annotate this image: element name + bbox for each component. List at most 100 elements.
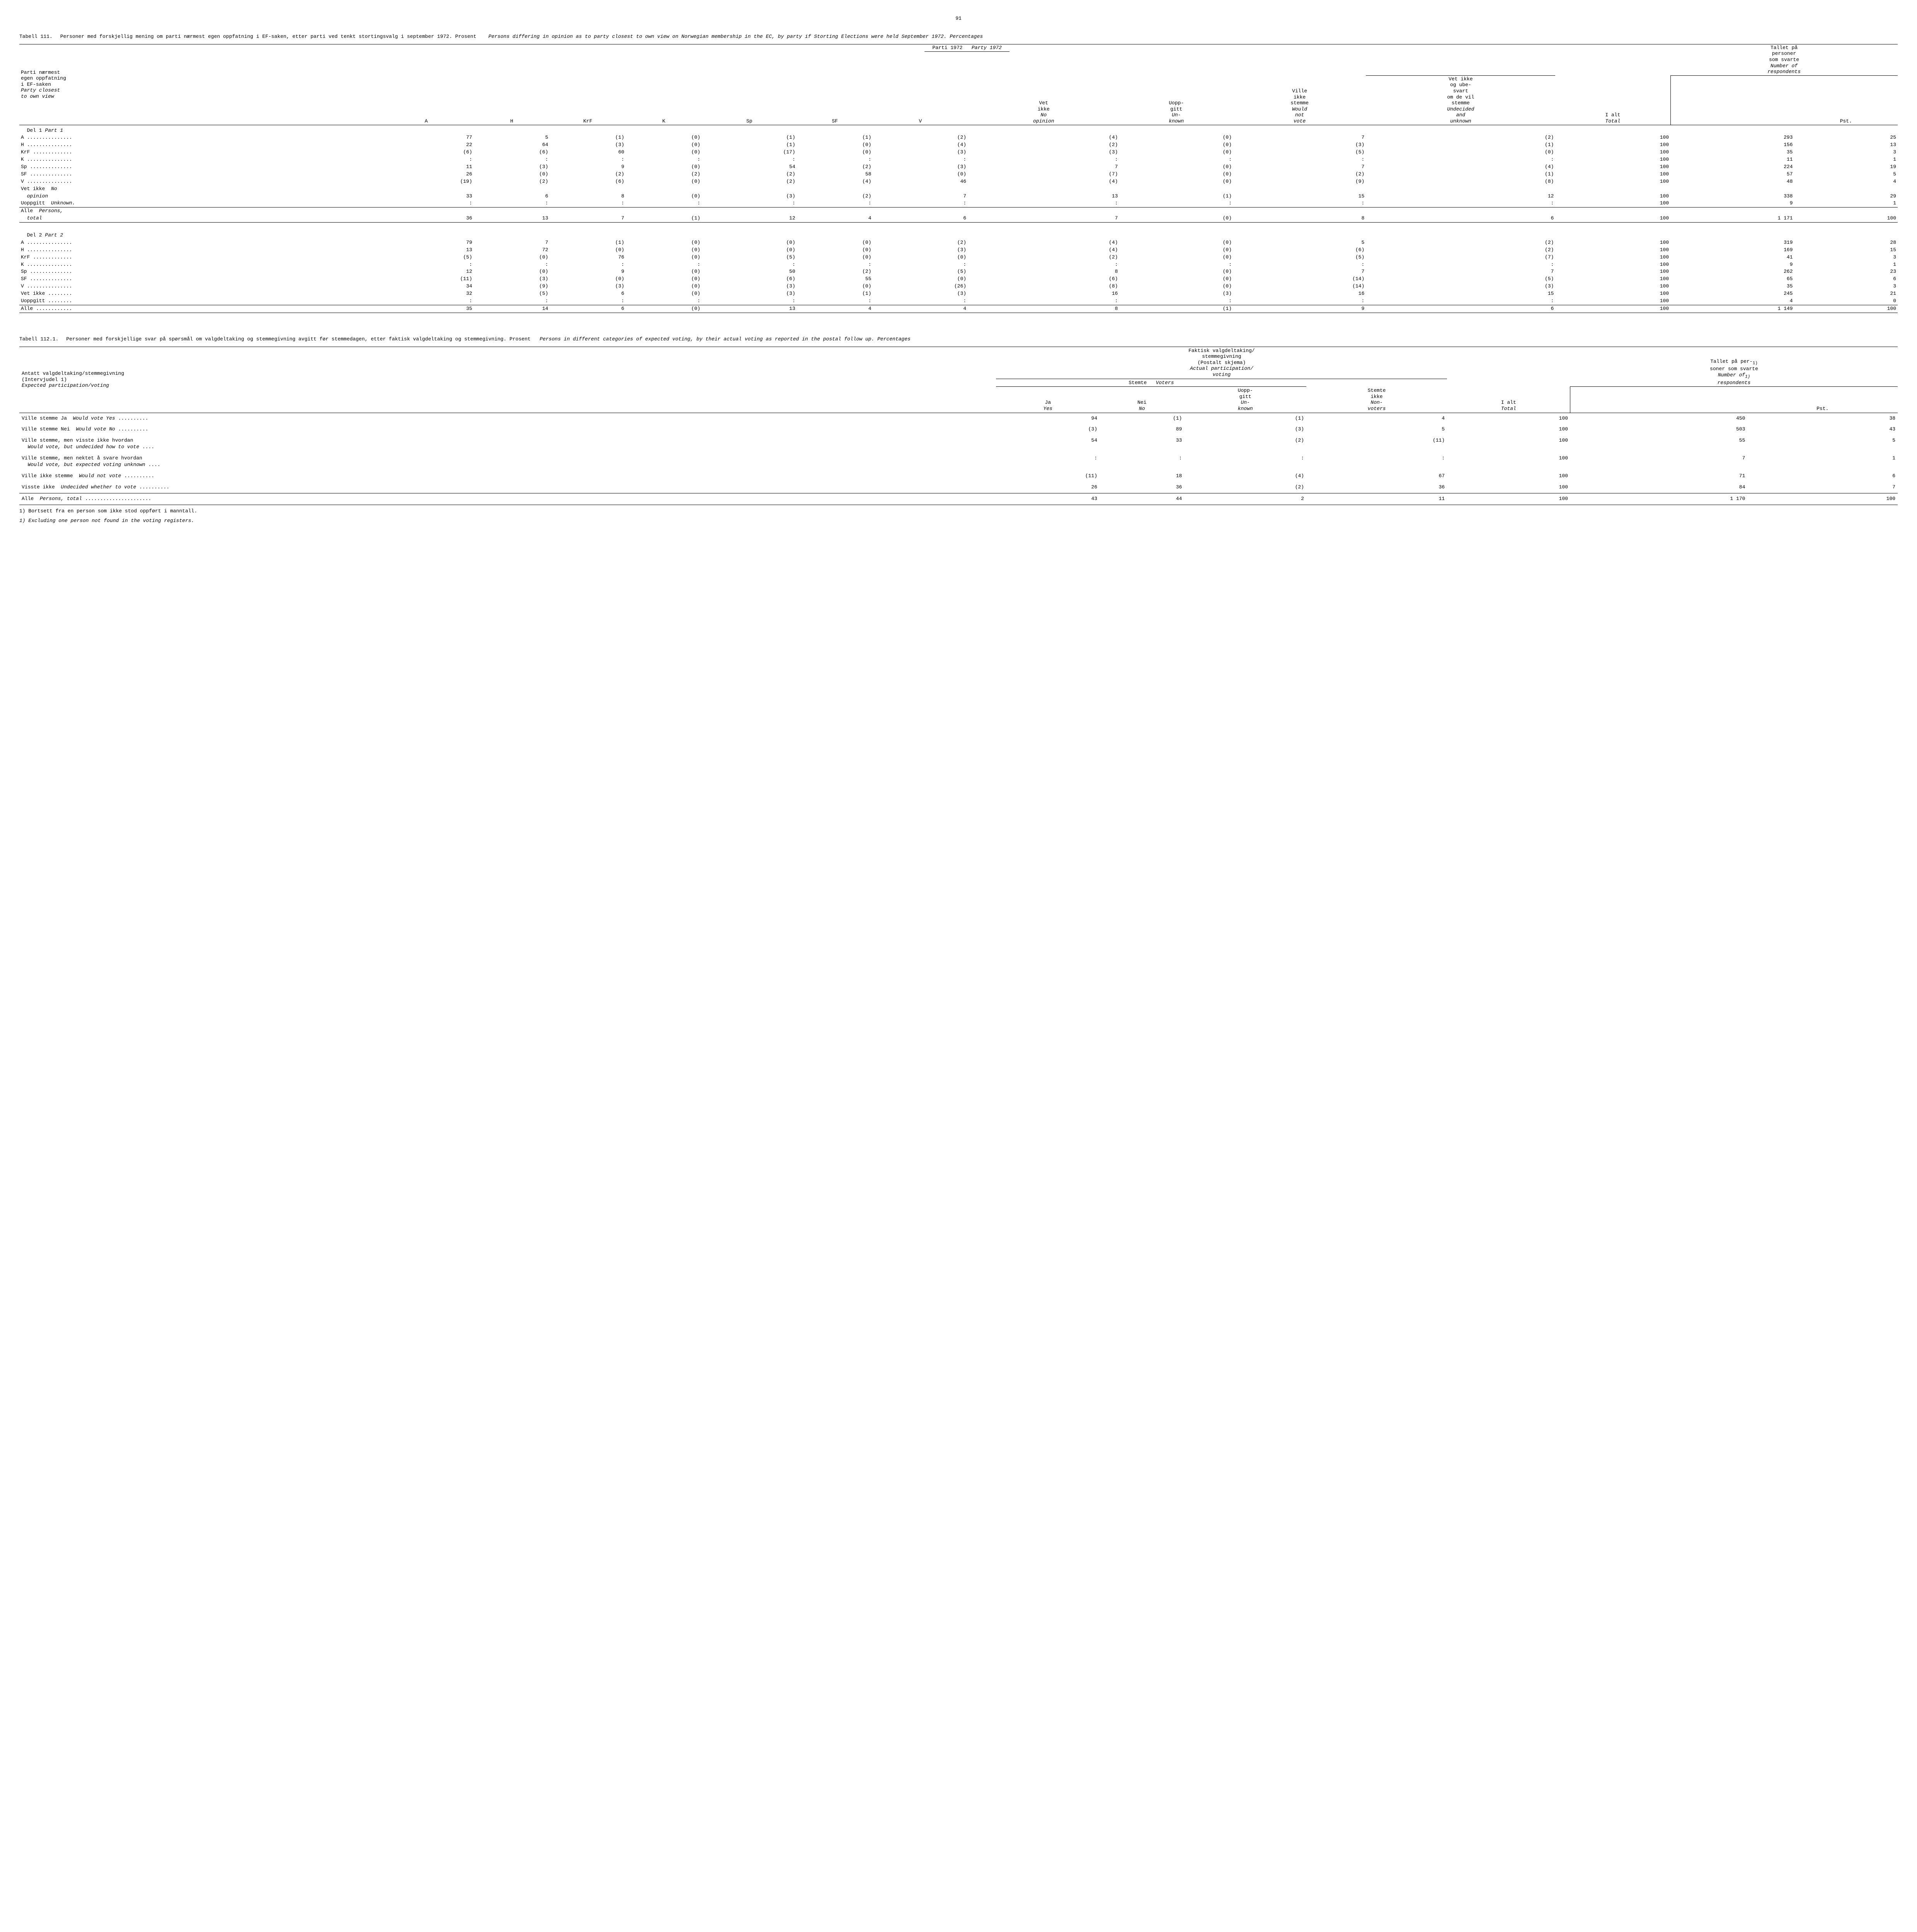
table-cell: (14): [1233, 276, 1366, 283]
table-cell: 3: [1794, 283, 1898, 290]
table-cell: 450: [1570, 413, 1747, 424]
table-cell: (9): [1233, 178, 1366, 185]
uopp-en-2: known: [1121, 118, 1232, 124]
table-cell: 100: [1555, 261, 1670, 269]
table-cell: (3): [1184, 424, 1306, 435]
ialt112-en: Total: [1449, 406, 1568, 412]
table-cell: :: [873, 200, 968, 207]
table-cell: 7: [1233, 134, 1366, 141]
si-en-1: Non-: [1309, 400, 1445, 406]
ville-1: Ville: [1235, 88, 1364, 94]
table-cell: 7: [873, 193, 968, 200]
table-cell: (0): [626, 149, 702, 156]
table-cell: 100: [1555, 171, 1670, 178]
table-cell: 29: [1794, 193, 1898, 200]
table-cell: (11): [996, 471, 1100, 482]
table-cell: :: [550, 156, 626, 163]
table-cell: 58: [797, 171, 873, 178]
table-cell: 13: [379, 247, 474, 254]
table-cell: 100: [1555, 283, 1670, 290]
table-cell: 26: [379, 171, 474, 178]
table-cell: 100: [1447, 453, 1570, 471]
table-cell: (3): [550, 283, 626, 290]
table-cell: 55: [797, 276, 873, 283]
table-cell: :: [968, 156, 1119, 163]
table-cell: (0): [797, 283, 873, 290]
table-cell: 100: [1555, 149, 1670, 156]
table-row-label: Sp ..............: [19, 268, 379, 276]
table-row-label: V ...............: [19, 178, 379, 185]
table-cell: 79: [379, 239, 474, 247]
table-cell: (19): [379, 178, 474, 185]
table-cell: 33: [1100, 435, 1184, 453]
table-cell: (1): [626, 215, 702, 222]
col-sp: Sp: [702, 75, 797, 125]
table-cell: (9): [474, 283, 550, 290]
table-cell: :: [474, 156, 550, 163]
table-cell: 100: [1555, 276, 1670, 283]
table-cell: 6: [550, 305, 626, 313]
table-cell: :: [626, 298, 702, 305]
table-cell: :: [550, 298, 626, 305]
table-row-label: Alle ............: [19, 305, 379, 313]
tallet112-1: Tallet på per-: [1710, 359, 1752, 364]
table-cell: 262: [1670, 268, 1794, 276]
table-cell: 8: [550, 193, 626, 200]
table-cell: 9: [1670, 261, 1794, 269]
table-cell: (0): [626, 247, 702, 254]
table-row-label: Ville stemme Nei Would vote No .........…: [19, 424, 996, 435]
table-cell: (1): [550, 239, 626, 247]
uopp112-en-1: Un-: [1187, 400, 1304, 406]
table-cell: 84: [1570, 482, 1747, 493]
table-cell: 23: [1794, 268, 1898, 276]
table-cell: 338: [1670, 193, 1794, 200]
table-cell: (7): [1366, 254, 1555, 261]
tallet-1: Tallet på: [1672, 45, 1896, 51]
table-cell: 89: [1100, 424, 1184, 435]
table-cell: (6): [968, 276, 1119, 283]
table-cell: 100: [1747, 493, 1898, 505]
table-cell: (0): [626, 276, 702, 283]
table-cell: :: [474, 200, 550, 207]
table-cell: 54: [702, 163, 797, 171]
table-cell: (5): [1233, 149, 1366, 156]
table-cell: 4: [797, 305, 873, 313]
table-cell: (4): [1366, 163, 1555, 171]
table-cell: (0): [474, 254, 550, 261]
undec-3: svart: [1367, 88, 1554, 94]
table-cell: 319: [1670, 239, 1794, 247]
table-cell: 6: [1794, 276, 1898, 283]
table-112-caption: Personer med forskjellige svar på spørsm…: [66, 336, 1898, 343]
table-cell: (8): [1366, 178, 1555, 185]
vetikke-1: Vet: [969, 100, 1118, 106]
table-cell: 100: [1447, 435, 1570, 453]
vetikke-2: ikke: [969, 106, 1118, 112]
table-cell: :: [968, 298, 1119, 305]
table-cell: (0): [626, 193, 702, 200]
table-cell: :: [1233, 261, 1366, 269]
table-cell: (2): [1366, 134, 1555, 141]
table-cell: (0): [626, 283, 702, 290]
table-cell: (1): [1184, 413, 1306, 424]
span112-2: stemmegivning: [998, 354, 1445, 360]
table-cell: :: [626, 156, 702, 163]
stub112-sub: (Intervjudel 1): [22, 377, 994, 383]
table-cell: 26: [996, 482, 1100, 493]
table-cell: (3): [1233, 141, 1366, 149]
ville-3: stemme: [1235, 100, 1364, 106]
table-cell: 100: [1555, 298, 1670, 305]
table-cell: 65: [1670, 276, 1794, 283]
table-cell: 15: [1233, 193, 1366, 200]
undec-en-1: Undecided: [1367, 106, 1554, 112]
table-row-label: Ville stemme Ja Would vote Yes .........…: [19, 413, 996, 424]
table-row-label: Uoppgitt Unknown.: [19, 200, 379, 207]
table-cell: (5): [1233, 254, 1366, 261]
table-cell: (2): [1233, 171, 1366, 178]
table-cell: 7: [550, 215, 626, 222]
table-cell: (1): [1119, 193, 1233, 200]
stub-no-3: i EF-saken: [21, 82, 377, 88]
table-cell: 13: [702, 305, 797, 313]
table-cell: 67: [1306, 471, 1447, 482]
table-cell: :: [379, 156, 474, 163]
table-cell: 46: [873, 178, 968, 185]
